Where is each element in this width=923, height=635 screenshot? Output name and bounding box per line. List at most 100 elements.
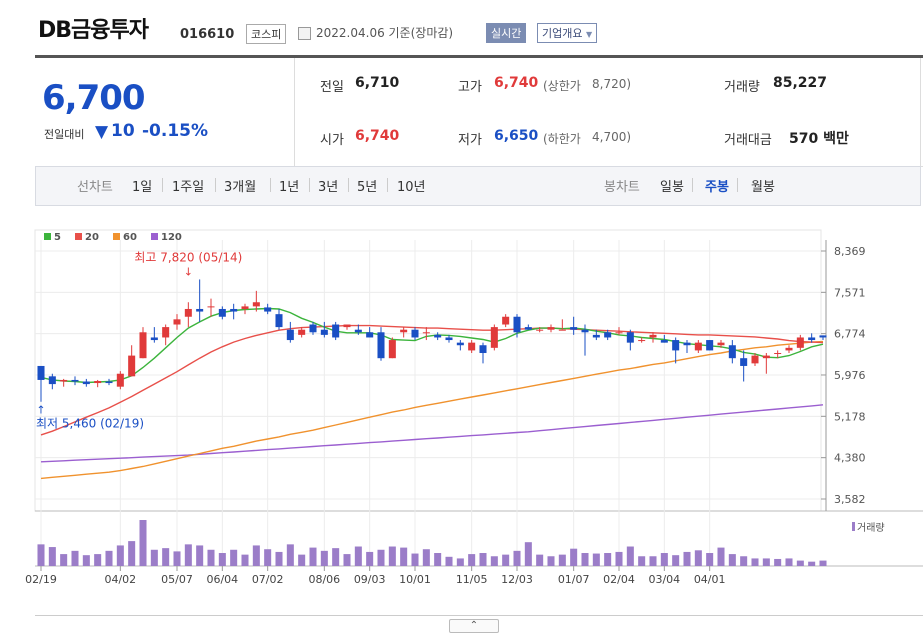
volume-bar xyxy=(558,554,566,566)
candle-body xyxy=(490,327,498,348)
candle-body xyxy=(728,345,736,359)
legend-swatch xyxy=(151,233,158,240)
quote-right-border xyxy=(920,58,921,166)
volume-bar xyxy=(456,558,464,566)
tab-daily[interactable]: 일봉 xyxy=(660,180,684,195)
candle-body xyxy=(785,347,793,351)
chevron-up-icon: ⌃ xyxy=(469,620,479,631)
candle-body xyxy=(547,327,555,330)
volume-bar xyxy=(706,553,714,566)
candle-body xyxy=(320,329,328,335)
change-label: 전일대비 xyxy=(44,128,85,141)
tab-3month[interactable]: 3개월 xyxy=(224,180,257,195)
candle-body xyxy=(445,337,453,341)
volume-bar xyxy=(626,546,634,566)
volume-bar xyxy=(422,549,430,566)
upper-limit-label: (상한가 xyxy=(543,79,581,93)
x-tick-label: 09/03 xyxy=(354,573,386,586)
y-tick-label: 5,976 xyxy=(834,369,866,382)
candle-body xyxy=(558,329,566,331)
volume-bar xyxy=(241,554,249,566)
volume-bar xyxy=(513,550,521,566)
volume-bar xyxy=(649,556,657,566)
volume-bar xyxy=(502,554,510,566)
volume-bar xyxy=(343,554,351,566)
legend-label: 5 xyxy=(54,232,61,243)
collapse-button[interactable]: ⌃ xyxy=(449,619,499,633)
volume-bar xyxy=(581,553,589,566)
volume-bar xyxy=(672,555,680,566)
line-chart-label: 선차트 xyxy=(77,180,113,195)
volume-bar xyxy=(184,544,192,566)
candle-body xyxy=(456,342,464,346)
company-overview-dropdown[interactable]: 기업개요 ▼ xyxy=(537,23,598,43)
volume-bar xyxy=(298,554,306,566)
current-price: 6,700 xyxy=(42,78,146,118)
candle-body xyxy=(762,355,770,359)
candle-body xyxy=(116,373,124,387)
high-arrow-icon: ↓ xyxy=(184,265,193,278)
tab-separator xyxy=(737,178,738,192)
candle-body xyxy=(128,355,136,377)
volume-bar xyxy=(808,561,816,566)
x-tick-label: 05/07 xyxy=(161,573,193,586)
volume-bar xyxy=(230,549,238,566)
candle-body xyxy=(740,358,748,366)
volume-bar xyxy=(796,560,804,566)
low-value: 6,650 xyxy=(494,128,539,144)
price-chart[interactable]: 8,369 7,571 6,774 5,976 5,178 4,380 3,582 02/19… xyxy=(0,218,923,613)
volume-bar xyxy=(332,548,340,566)
tab-separator xyxy=(270,178,271,192)
candle-body xyxy=(592,334,600,338)
tab-separator xyxy=(162,178,163,192)
x-tick-label: 04/02 xyxy=(104,573,136,586)
tab-10year[interactable]: 10년 xyxy=(397,180,426,195)
tab-3year[interactable]: 3년 xyxy=(318,180,339,195)
candle-body xyxy=(513,316,521,333)
volume-bar xyxy=(139,520,147,566)
tab-5year[interactable]: 5년 xyxy=(357,180,378,195)
candle-body xyxy=(615,332,623,334)
lower-limit-label: (하한가 xyxy=(543,132,581,146)
volume-bar xyxy=(275,551,283,566)
candle-body xyxy=(264,307,272,312)
volume-bar xyxy=(252,545,260,566)
candle-body xyxy=(774,353,782,355)
tab-1day[interactable]: 1일 xyxy=(132,180,153,195)
tab-1week[interactable]: 1주일 xyxy=(172,180,205,195)
chevron-down-icon: ▼ xyxy=(585,30,593,39)
volume-bar xyxy=(411,553,419,566)
tab-separator xyxy=(348,178,349,192)
candle-body xyxy=(343,324,351,328)
market-badge: 코스피 xyxy=(246,24,287,44)
candle-body xyxy=(162,327,170,338)
volume-bar xyxy=(490,556,498,566)
tab-1year[interactable]: 1년 xyxy=(279,180,300,195)
header-divider xyxy=(35,55,923,58)
volume-bar xyxy=(116,545,124,566)
stock-code: 016610 xyxy=(180,27,235,42)
tab-monthly[interactable]: 월봉 xyxy=(751,180,775,195)
candle-body xyxy=(706,340,714,351)
candle-body xyxy=(796,337,804,348)
x-tick-label: 02/04 xyxy=(603,573,635,586)
low-arrow-icon: ↑ xyxy=(36,404,45,417)
candle-body xyxy=(468,342,476,351)
y-tick-label: 7,571 xyxy=(834,286,866,299)
candle-body xyxy=(524,327,532,330)
volume-bar xyxy=(71,550,79,566)
candle-body xyxy=(105,381,113,384)
company-overview-label: 기업개요 xyxy=(542,27,583,40)
series-line-ma120 xyxy=(40,404,824,463)
calendar-icon xyxy=(298,27,311,40)
volume-bar xyxy=(762,558,770,566)
series-line-ma5 xyxy=(40,307,824,384)
candle-body xyxy=(649,334,657,338)
high-label: 고가 xyxy=(458,80,482,95)
high-annotation: 최고 7,820 (05/14) xyxy=(134,250,242,264)
tab-weekly[interactable]: 주봉 xyxy=(705,180,729,195)
volume-bar xyxy=(37,544,45,566)
company-name: DB금융투자 xyxy=(38,18,149,43)
realtime-button[interactable]: 실시간 xyxy=(486,23,527,43)
volume-bar xyxy=(751,558,759,566)
